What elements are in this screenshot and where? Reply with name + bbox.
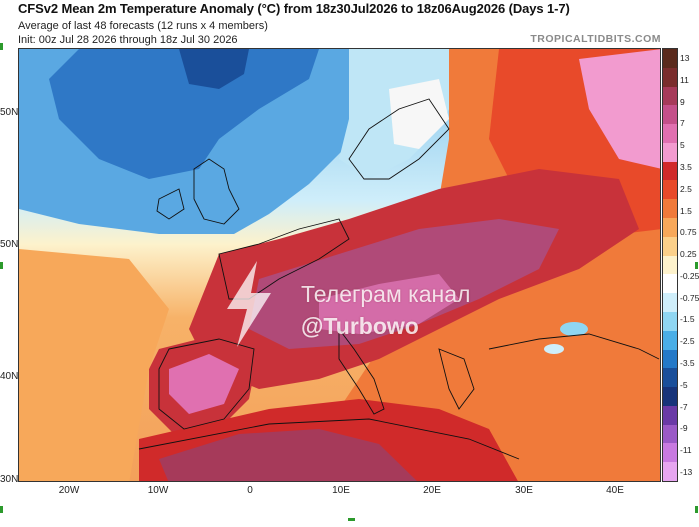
- colorbar-tick-label: 1.5: [680, 205, 692, 216]
- cold-anomaly-core: [49, 49, 319, 179]
- map-canvas: [19, 49, 660, 481]
- colorbar-segment: [663, 142, 677, 162]
- north-africa-hot: [159, 429, 417, 481]
- colorbar-segment: [663, 67, 677, 87]
- lon-label-0: 0: [247, 485, 253, 496]
- map-header: CFSv2 Mean 2m Temperature Anomaly (°C) f…: [0, 0, 699, 48]
- colorbar-segment: [663, 443, 677, 463]
- anatolia-cool-spot-1: [560, 322, 588, 336]
- crop-handle-left: [0, 262, 3, 269]
- colorbar-segment: [663, 311, 677, 331]
- colorbar-tick-label: -0.25: [680, 270, 699, 281]
- hot-anomaly-northeast: [579, 49, 660, 169]
- colorbar-segment: [663, 199, 677, 219]
- colorbar-segment: [663, 161, 677, 181]
- lightning-bolt-icon: [227, 261, 271, 347]
- crop-handle-bottom-right: [695, 506, 698, 513]
- lat-label-40: 40N: [0, 371, 19, 382]
- colorbar-segment: [663, 330, 677, 350]
- colorbar-segment: [663, 349, 677, 369]
- watermark-handle: @Turbowo: [301, 313, 419, 339]
- colorbar-tick-label: 0.75: [680, 227, 697, 238]
- colorbar-segment: [663, 387, 677, 406]
- forecast-averaging-note: Average of last 48 forecasts (12 runs x …: [18, 20, 268, 32]
- lon-label-20e: 20E: [423, 485, 441, 496]
- lon-label-30e: 30E: [515, 485, 533, 496]
- colorbar-segment: [663, 462, 677, 481]
- atlantic-warm-south: [19, 249, 169, 481]
- colorbar-segment: [663, 368, 677, 388]
- colorbar-segment: [663, 124, 677, 143]
- colorbar-tick-label: -0.75: [680, 292, 699, 303]
- watermark-channel-text: Телеграм канал: [301, 281, 471, 307]
- colorbar-tick-label: -9: [680, 423, 688, 434]
- colorbar-segment: [663, 405, 677, 425]
- colorbar-segment: [663, 49, 677, 68]
- colorbar-tick-label: 2.5: [680, 183, 692, 194]
- colorbar-tick-label: 11: [680, 74, 689, 85]
- lon-label-10w: 10W: [147, 485, 169, 496]
- colorbar-tick-label: -13: [680, 467, 693, 477]
- colorbar-segment: [663, 105, 677, 125]
- colorbar-tick-label: 5: [680, 140, 685, 151]
- crop-handle-right: [695, 262, 698, 269]
- site-credit: TROPICALTIDBITS.COM: [530, 33, 661, 45]
- colorbar-segment: [663, 274, 677, 294]
- lat-label-50: 50N: [0, 239, 19, 250]
- colorbar-tick-label: -11: [680, 445, 692, 456]
- colorbar-tick-label: -5: [680, 379, 688, 390]
- colorbar-tick-label: 7: [680, 118, 685, 129]
- colorbar-tick-label: -1.5: [680, 314, 695, 325]
- heat-peak-alps-balkans: [319, 274, 459, 334]
- colorbar-labels: 13 11 9 7 5 3.5 2.5 1.5 0.75 0.25 -0.25 -0.75 -1.5 -2…: [680, 48, 699, 482]
- lon-label-20w: 20W: [58, 485, 80, 496]
- cold-anomaly-deep: [179, 49, 249, 89]
- init-time-range: Init: 00z Jul 28 2026 through 18z Jul 30…: [18, 34, 238, 46]
- telegram-watermark: Телеграм канал @Turbowo: [219, 259, 539, 359]
- colorbar-tick-label: 9: [680, 96, 685, 107]
- crop-handle-top-left: [0, 43, 3, 50]
- colorbar-segment: [663, 86, 677, 106]
- colorbar-tick-label: 0.25: [680, 249, 697, 260]
- colorbar-tick-label: 13: [680, 53, 690, 63]
- lat-label-60: 50N: [0, 107, 19, 118]
- colorbar-segment: [663, 293, 677, 312]
- crop-handle-bottom: [348, 518, 355, 521]
- colorbar-segment: [663, 424, 677, 444]
- temperature-anomaly-map: Телеграм канал @Turbowo: [18, 48, 661, 482]
- colorbar-segment: [663, 236, 677, 256]
- colorbar-segment: [663, 255, 677, 275]
- iberia-hot-core: [169, 354, 239, 414]
- map-title: CFSv2 Mean 2m Temperature Anomaly (°C) f…: [18, 1, 570, 16]
- colorbar-segment: [663, 180, 677, 200]
- lon-label-10e: 10E: [332, 485, 350, 496]
- crop-handle-bottom-left: [0, 506, 3, 513]
- colorbar-tick-label: -2.5: [680, 336, 695, 347]
- colorbar-tick-label: -7: [680, 401, 688, 412]
- colorbar-segment: [663, 218, 677, 237]
- anomaly-colorbar: [662, 48, 678, 482]
- scandinavia-neutral: [389, 79, 449, 149]
- lon-label-40e: 40E: [606, 485, 624, 496]
- colorbar-tick-label: -3.5: [680, 358, 695, 369]
- colorbar-tick-label: 3.5: [680, 161, 692, 172]
- lat-label-30: 30N: [0, 474, 19, 485]
- anatolia-cool-spot-2: [544, 344, 564, 354]
